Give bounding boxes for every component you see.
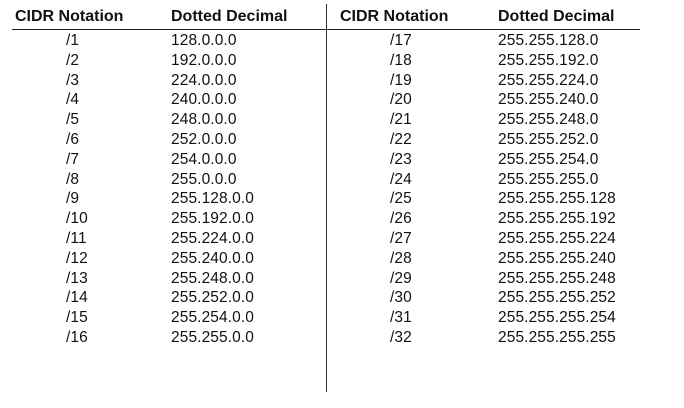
dotted-decimal-left: 255.128.0.0 <box>171 190 254 208</box>
dotted-decimal-right: 255.255.255.224 <box>498 229 616 247</box>
dotted-decimal-left: 252.0.0.0 <box>171 130 237 148</box>
cidr-right: /20 <box>390 91 412 109</box>
cidr-left: /3 <box>66 71 80 89</box>
cidr-right: /29 <box>390 269 412 287</box>
cidr-left: /9 <box>66 190 80 208</box>
dotted-decimal-left: 255.224.0.0 <box>171 229 254 247</box>
dotted-decimal-left: 255.255.0.0 <box>171 328 254 346</box>
dotted-decimal-right: 255.255.128.0 <box>498 32 599 49</box>
cidr-right: /22 <box>390 130 412 148</box>
cidr-left: /10 <box>66 210 88 228</box>
table-row: /3 224.0.0.0/19 255.255.224.0 <box>0 71 684 91</box>
dotted-decimal-left: 248.0.0.0 <box>171 111 237 129</box>
dotted-decimal-right: 255.255.254.0 <box>498 150 599 168</box>
table-body: /1 128.0.0.0/17 255.255.128.0/2 192.0.0.0/1… <box>0 31 684 348</box>
table-row: /11 255.224.0.0/27 255.255.255.224 <box>0 229 684 249</box>
dotted-decimal-right: 255.255.248.0 <box>498 111 599 129</box>
table-row: /15 255.254.0.0/31 255.255.255.254 <box>0 308 684 328</box>
cidr-left: /6 <box>66 130 80 148</box>
cidr-left: /2 <box>66 51 80 69</box>
table-row: /5 248.0.0.0/21 255.255.248.0 <box>0 110 684 130</box>
cidr-right: /24 <box>390 170 412 188</box>
cidr-left: /12 <box>66 249 88 267</box>
dotted-decimal-right: 255.255.252.0 <box>498 130 599 148</box>
column-divider <box>326 4 327 392</box>
table-row: /7 254.0.0.0/23 255.255.254.0 <box>0 150 684 170</box>
cidr-left: /11 <box>66 229 87 247</box>
dotted-decimal-right: 255.255.255.252 <box>498 289 616 307</box>
cidr-left: /5 <box>66 111 80 129</box>
dotted-decimal-left: 255.0.0.0 <box>171 170 237 188</box>
dotted-decimal-right: 255.255.255.255 <box>498 328 616 346</box>
header-right-dotted-decimal: Dotted Decimal <box>498 8 615 25</box>
header-right-cidr: CIDR Notation <box>340 8 449 25</box>
cidr-right: /23 <box>390 150 412 168</box>
table-row: /6 252.0.0.0/22 255.255.252.0 <box>0 130 684 150</box>
dotted-decimal-right: 255.255.255.254 <box>498 309 616 327</box>
cidr-right: /27 <box>390 229 412 247</box>
header-left-dotted-decimal: Dotted Decimal <box>171 8 288 25</box>
dotted-decimal-right: 255.255.255.248 <box>498 269 616 287</box>
dotted-decimal-left: 128.0.0.0 <box>171 32 237 49</box>
cidr-left: /1 <box>66 32 80 49</box>
dotted-decimal-left: 224.0.0.0 <box>171 71 237 89</box>
cidr-right: /19 <box>390 71 412 89</box>
table-row: /9 255.128.0.0/25 255.255.255.128 <box>0 189 684 209</box>
dotted-decimal-left: 192.0.0.0 <box>171 51 237 69</box>
table-row: /1 128.0.0.0/17 255.255.128.0 <box>0 31 684 51</box>
cidr-right: /30 <box>390 289 412 307</box>
cidr-left: /7 <box>66 150 80 168</box>
cidr-right: /17 <box>390 32 412 49</box>
cidr-left: /4 <box>66 91 80 109</box>
cidr-right: /18 <box>390 51 412 69</box>
cidr-left: /14 <box>66 289 88 307</box>
cidr-right: /25 <box>390 190 412 208</box>
dotted-decimal-right: 255.255.224.0 <box>498 71 599 89</box>
cidr-left: /8 <box>66 170 80 188</box>
dotted-decimal-left: 255.248.0.0 <box>171 269 254 287</box>
table-row: /14 255.252.0.0/30 255.255.255.252 <box>0 288 684 308</box>
dotted-decimal-left: 254.0.0.0 <box>171 150 237 168</box>
header-left-cidr: CIDR Notation <box>15 8 124 25</box>
cidr-right: /32 <box>390 328 412 346</box>
cidr-left: /16 <box>66 328 88 346</box>
table-row: /10 255.192.0.0/26 255.255.255.192 <box>0 209 684 229</box>
dotted-decimal-right: 255.255.255.0 <box>498 170 599 188</box>
table-row: /8 255.0.0.0/24 255.255.255.0 <box>0 170 684 190</box>
cidr-right: /26 <box>390 210 412 228</box>
dotted-decimal-right: 255.255.240.0 <box>498 91 599 109</box>
dotted-decimal-left: 255.252.0.0 <box>171 289 254 307</box>
table-row: /16 255.255.0.0/32 255.255.255.255 <box>0 328 684 348</box>
table-row: /2 192.0.0.0/18 255.255.192.0 <box>0 51 684 71</box>
dotted-decimal-right: 255.255.255.128 <box>498 190 616 208</box>
dotted-decimal-right: 255.255.255.240 <box>498 249 616 267</box>
cidr-right: /21 <box>390 111 412 129</box>
dotted-decimal-right: 255.255.255.192 <box>498 210 616 228</box>
dotted-decimal-right: 255.255.192.0 <box>498 51 599 69</box>
cidr-right: /28 <box>390 249 412 267</box>
table-row: /13 255.248.0.0/29 255.255.255.248 <box>0 269 684 289</box>
dotted-decimal-left: 255.254.0.0 <box>171 309 254 327</box>
table-header: CIDR Notation Dotted Decimal CIDR Notati… <box>0 6 684 30</box>
table-row: /4 240.0.0.0/20 255.255.240.0 <box>0 90 684 110</box>
cidr-left: /13 <box>66 269 88 287</box>
dotted-decimal-left: 255.192.0.0 <box>171 210 254 228</box>
table-row: /12 255.240.0.0/28 255.255.255.240 <box>0 249 684 269</box>
cidr-left: /15 <box>66 309 88 327</box>
cidr-right: /31 <box>390 309 412 327</box>
dotted-decimal-left: 240.0.0.0 <box>171 91 237 109</box>
dotted-decimal-left: 255.240.0.0 <box>171 249 254 267</box>
